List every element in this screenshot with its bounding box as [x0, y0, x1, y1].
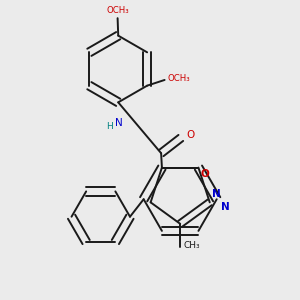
Text: OCH₃: OCH₃: [168, 74, 190, 83]
Text: O: O: [201, 169, 210, 179]
Text: O: O: [187, 130, 195, 140]
Text: N: N: [212, 188, 221, 199]
Text: OCH₃: OCH₃: [106, 6, 129, 15]
Text: H: H: [106, 122, 113, 131]
Text: N: N: [220, 202, 229, 212]
Text: N: N: [115, 118, 123, 128]
Text: CH₃: CH₃: [183, 241, 200, 250]
